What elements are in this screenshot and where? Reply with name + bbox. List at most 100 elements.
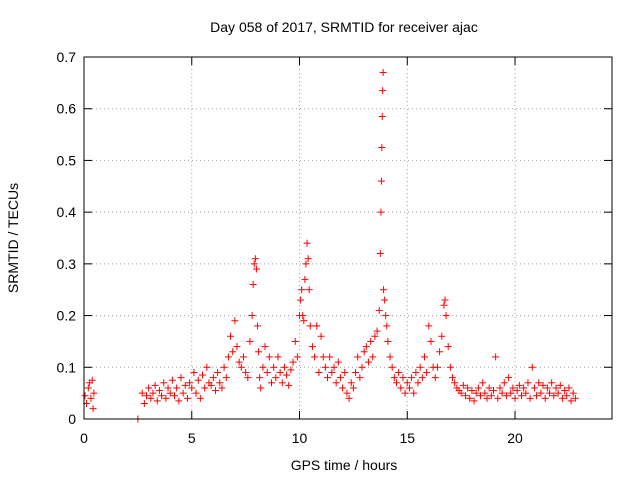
data-point bbox=[561, 387, 569, 395]
data-point bbox=[571, 394, 579, 402]
y-tick-label: 0.3 bbox=[57, 256, 77, 272]
data-point bbox=[308, 343, 316, 351]
data-point bbox=[474, 384, 482, 392]
data-point bbox=[305, 286, 313, 294]
data-point bbox=[546, 389, 554, 397]
data-point bbox=[330, 363, 338, 371]
data-point bbox=[423, 368, 431, 376]
data-point bbox=[468, 387, 476, 395]
data-point bbox=[89, 405, 97, 413]
data-point bbox=[390, 374, 398, 382]
data-point bbox=[408, 374, 416, 382]
data-point bbox=[502, 392, 510, 400]
data-point bbox=[466, 394, 474, 402]
data-point bbox=[379, 87, 387, 95]
data-point bbox=[347, 379, 355, 387]
data-point bbox=[229, 348, 237, 356]
data-point bbox=[283, 371, 291, 379]
data-point bbox=[253, 322, 261, 330]
x-tick-label: 15 bbox=[399, 430, 415, 446]
data-point bbox=[410, 389, 418, 397]
data-point bbox=[192, 389, 200, 397]
data-point bbox=[244, 374, 252, 382]
data-point bbox=[412, 368, 420, 376]
data-point bbox=[401, 389, 409, 397]
data-point bbox=[145, 384, 153, 392]
data-point bbox=[155, 387, 163, 395]
data-point bbox=[533, 392, 541, 400]
y-tick-label: 0.7 bbox=[57, 49, 77, 65]
data-point bbox=[84, 384, 92, 392]
data-point bbox=[377, 177, 385, 185]
data-point bbox=[233, 343, 241, 351]
data-point bbox=[249, 281, 257, 289]
data-point bbox=[558, 394, 566, 402]
data-point bbox=[526, 394, 534, 402]
data-point bbox=[321, 363, 329, 371]
data-point bbox=[267, 379, 275, 387]
data-point bbox=[479, 379, 487, 387]
data-point bbox=[211, 387, 219, 395]
data-point bbox=[378, 112, 386, 120]
data-point bbox=[166, 389, 174, 397]
data-point bbox=[334, 358, 342, 366]
data-point bbox=[541, 394, 549, 402]
y-tick-label: 0 bbox=[68, 411, 76, 427]
data-point bbox=[386, 353, 394, 361]
data-point bbox=[565, 384, 573, 392]
y-tick-label: 0.6 bbox=[57, 101, 77, 117]
data-point bbox=[186, 379, 194, 387]
data-point bbox=[339, 384, 347, 392]
data-point bbox=[196, 394, 204, 402]
y-tick-label: 0.4 bbox=[57, 204, 77, 220]
data-point bbox=[513, 387, 521, 395]
data-point bbox=[203, 363, 211, 371]
data-point bbox=[162, 394, 170, 402]
data-point bbox=[237, 363, 245, 371]
x-axis-title: GPS time / hours bbox=[291, 457, 398, 473]
data-point bbox=[487, 392, 495, 400]
data-point bbox=[164, 384, 172, 392]
data-point bbox=[405, 384, 413, 392]
data-point bbox=[173, 384, 181, 392]
data-point bbox=[416, 363, 424, 371]
data-point bbox=[138, 389, 146, 397]
data-point bbox=[140, 399, 148, 407]
data-point bbox=[515, 381, 523, 389]
data-point bbox=[336, 374, 344, 382]
data-point bbox=[304, 255, 312, 263]
data-point bbox=[382, 312, 390, 320]
data-point bbox=[388, 363, 396, 371]
plot-frame bbox=[83, 56, 613, 420]
data-point bbox=[276, 368, 284, 376]
data-point bbox=[399, 374, 407, 382]
data-point bbox=[535, 379, 543, 387]
data-point bbox=[436, 348, 444, 356]
data-point bbox=[520, 384, 528, 392]
data-point bbox=[328, 368, 336, 376]
data-point bbox=[569, 389, 577, 397]
data-point bbox=[343, 389, 351, 397]
data-point bbox=[356, 374, 364, 382]
data-point bbox=[444, 343, 452, 351]
data-point bbox=[255, 348, 263, 356]
data-point bbox=[168, 376, 176, 384]
data-point bbox=[299, 312, 307, 320]
data-point bbox=[194, 376, 202, 384]
data-point bbox=[376, 250, 384, 258]
data-point bbox=[494, 394, 502, 402]
x-tick-label: 0 bbox=[80, 430, 88, 446]
x-tick-label: 20 bbox=[507, 430, 523, 446]
data-point bbox=[556, 381, 564, 389]
data-point bbox=[552, 384, 560, 392]
data-point bbox=[530, 384, 538, 392]
data-point bbox=[500, 379, 508, 387]
data-point bbox=[543, 384, 551, 392]
data-point bbox=[380, 286, 388, 294]
data-point bbox=[231, 317, 239, 325]
data-point bbox=[183, 394, 191, 402]
data-point bbox=[421, 353, 429, 361]
data-point bbox=[567, 397, 575, 405]
data-point bbox=[248, 312, 256, 320]
